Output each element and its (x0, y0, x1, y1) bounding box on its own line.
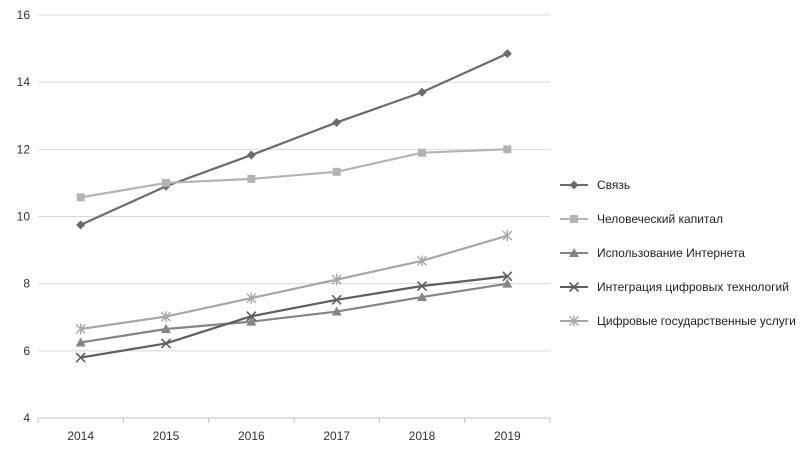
data-point-triangle (331, 306, 342, 316)
data-point-x (246, 311, 257, 322)
data-point-square (247, 174, 256, 183)
legend-swatch-x (560, 281, 588, 293)
data-point-x (568, 281, 580, 293)
y-tick-label: 4 (23, 411, 30, 425)
legend-item-human-capital: Человеческий капитал (555, 202, 812, 236)
data-point-star (569, 315, 579, 327)
series-2 (75, 278, 513, 347)
x-tick-label: 2016 (238, 429, 265, 443)
series-0 (76, 49, 512, 230)
data-point-x (502, 271, 513, 282)
data-point-square (570, 215, 578, 223)
legend-swatch-square (560, 215, 588, 223)
legend-swatch-triangle (560, 248, 588, 257)
data-point-star (75, 323, 86, 335)
legend-item-svyaz: Связь (555, 168, 812, 202)
y-tick-label: 12 (17, 142, 31, 156)
legend-label: Интеграция цифровых технологий (597, 280, 789, 294)
legend-label: Использование Интернета (597, 246, 745, 260)
data-point-square (76, 193, 85, 202)
y-tick-label: 14 (17, 75, 31, 89)
data-point-triangle (417, 292, 427, 302)
data-point-diamond (502, 49, 512, 59)
data-point-diamond (246, 150, 256, 160)
data-point-star (417, 255, 427, 267)
x-tick-label: 2014 (67, 429, 94, 443)
data-point-star (331, 274, 342, 286)
series-4 (75, 230, 513, 335)
data-point-diamond (76, 220, 86, 230)
data-point-star (246, 292, 257, 304)
axes (37, 417, 551, 423)
series-line (80, 234, 508, 331)
legend-label: Цифровые государственные услуги (597, 314, 796, 328)
data-point-square (162, 178, 170, 187)
series-line (80, 275, 508, 359)
y-tick-labels: 4 6 8 10 12 14 16 (17, 8, 31, 425)
data-point-triangle (161, 324, 171, 334)
x-tick-label: 2017 (323, 429, 350, 443)
data-point-diamond (332, 117, 342, 127)
x-tick-label: 2015 (153, 429, 180, 443)
legend-label: Человеческий капитал (597, 212, 723, 226)
legend-item-digital-integration: Интеграция цифровых технологий (555, 270, 812, 304)
y-tick-label: 10 (17, 210, 31, 224)
y-gridlines (38, 14, 550, 352)
data-point-square (503, 145, 512, 154)
data-point-triangle (569, 248, 579, 257)
data-point-star (502, 230, 513, 242)
x-tick-labels: 2014 2015 2016 2017 2018 2019 (67, 429, 521, 443)
data-point-square (418, 148, 426, 157)
legend-swatch-star (560, 315, 588, 327)
series-1 (76, 145, 512, 202)
data-point-square (332, 167, 341, 176)
x-tick-label: 2019 (494, 429, 521, 443)
data-point-diamond (417, 87, 427, 97)
data-point-diamond (569, 180, 579, 190)
data-point-x (75, 352, 86, 363)
y-tick-label: 16 (17, 8, 31, 22)
y-tick-label: 6 (23, 344, 30, 358)
data-point-triangle (502, 278, 513, 288)
data-point-x (331, 294, 342, 305)
data-point-triangle (246, 316, 257, 326)
series-line (80, 52, 508, 226)
series-3 (75, 271, 513, 363)
data-point-x (416, 280, 428, 292)
data-point-star (161, 311, 171, 323)
legend: Связь Человеческий капитал Использование… (555, 168, 812, 338)
y-tick-label: 8 (23, 277, 30, 291)
x-tick-label: 2018 (409, 429, 436, 443)
data-point-x (160, 338, 172, 349)
legend-item-internet-use: Использование Интернета (555, 236, 812, 270)
data-point-triangle (75, 337, 86, 347)
series-layer (75, 49, 513, 363)
series-line (80, 148, 508, 199)
legend-item-digital-gov-services: Цифровые государственные услуги (555, 304, 812, 338)
series-line (80, 282, 508, 344)
legend-label: Связь (597, 178, 631, 192)
legend-swatch-diamond (560, 180, 588, 190)
